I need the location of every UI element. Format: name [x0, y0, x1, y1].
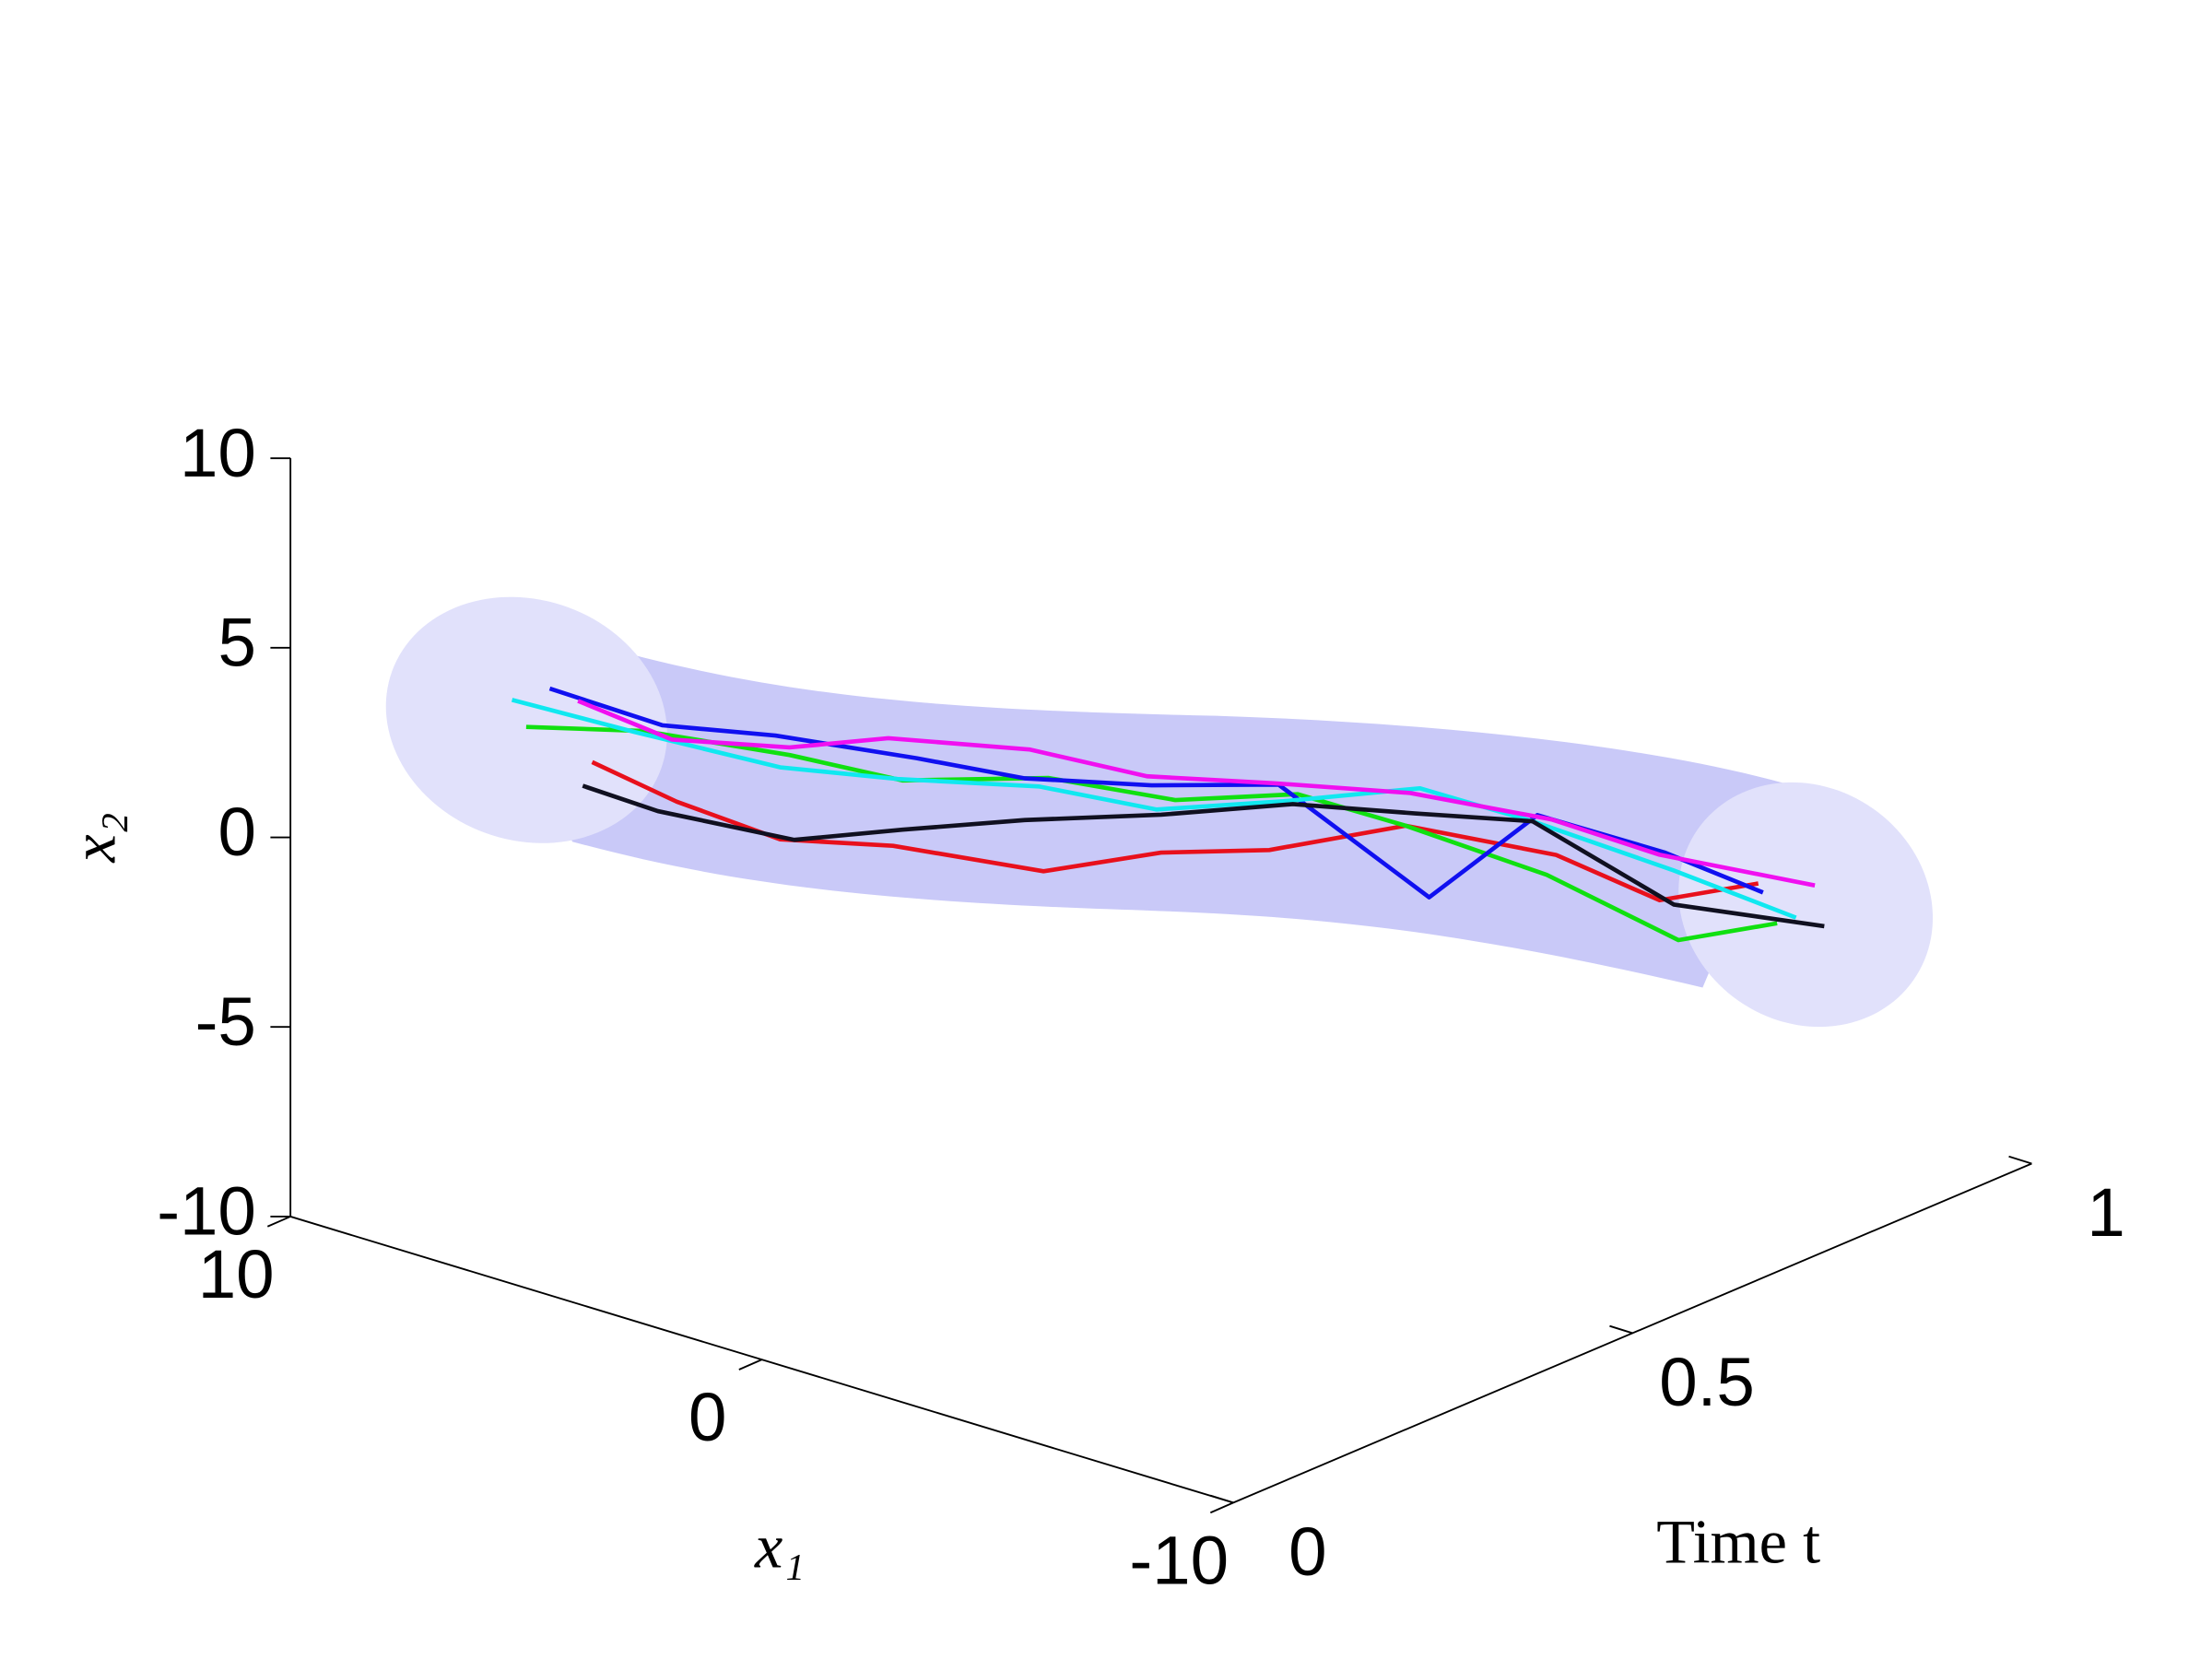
trajectory [591, 759, 1759, 903]
tube-end-cap [1678, 782, 1934, 1028]
x-axis [289, 1216, 1234, 1504]
y-tick [2008, 1155, 2032, 1165]
x-tick [266, 1216, 291, 1228]
trajectory [511, 698, 1797, 920]
x-tick-label: -10 [1129, 1522, 1229, 1598]
z-tick-label: 10 [180, 415, 256, 491]
trajectory [525, 724, 1778, 943]
y-tick-label: 0 [1288, 1513, 1326, 1590]
tube [385, 596, 1934, 1028]
x-tick-label: 10 [198, 1236, 275, 1312]
y-tick-label: 0.5 [1659, 1344, 1755, 1420]
x-tick [1209, 1501, 1234, 1514]
tube-body [472, 606, 1789, 988]
y-tick-label: 1 [2087, 1174, 2124, 1251]
y-axis-label: Time t [1656, 1507, 1820, 1577]
trajectory [577, 699, 1816, 888]
z-tick-label: -5 [195, 983, 256, 1060]
z-tick-label: 0 [218, 794, 255, 870]
x-axis-label: x₁ [754, 1511, 805, 1581]
y-tick [1609, 1324, 1633, 1335]
z-tick-label: 5 [218, 605, 255, 681]
x-tick-label: 0 [688, 1379, 726, 1455]
trajectory [582, 783, 1825, 929]
z-axis-label: x₂ [58, 813, 128, 864]
y-tick [1210, 1494, 1234, 1504]
tube-start-cap [385, 596, 667, 843]
z-tick-label: -10 [157, 1173, 256, 1250]
x-tick [738, 1359, 763, 1371]
